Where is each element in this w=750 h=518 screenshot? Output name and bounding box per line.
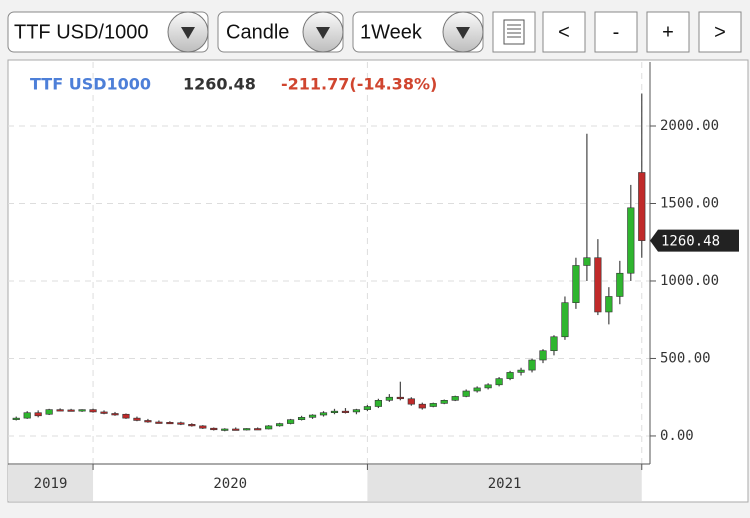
candle-body: [155, 421, 163, 424]
legend-last: 1260.48: [183, 75, 256, 94]
candle-body: [166, 422, 174, 425]
candle-body: [111, 413, 119, 416]
button-frame: [542, 11, 586, 53]
candle-body: [243, 428, 251, 431]
interval-select[interactable]: 1Week: [352, 11, 484, 53]
candle-body: [56, 409, 64, 412]
nav-button[interactable]: <: [542, 11, 586, 53]
candle-body: [374, 400, 382, 407]
x-period-label: 2020: [213, 476, 247, 492]
button-frame: [698, 11, 742, 53]
candle-body: [517, 369, 525, 373]
candle-body: [484, 384, 492, 389]
candle-body: [122, 413, 130, 419]
candle-body: [429, 403, 437, 407]
candle-body: [254, 428, 262, 431]
candle-body: [330, 410, 339, 414]
candle-body: [319, 412, 328, 416]
nav-button[interactable]: -: [594, 11, 638, 53]
candle-body: [495, 378, 503, 386]
candle-body: [363, 406, 372, 410]
button-frame: [594, 11, 638, 53]
candle-body: [45, 409, 53, 415]
candle-body: [177, 422, 185, 425]
candle-body: [594, 257, 602, 313]
legend-symbol: TTF USD1000: [30, 75, 151, 94]
period-band: [367, 465, 642, 501]
candle-body: [286, 419, 295, 424]
candle-body: [616, 272, 624, 297]
y-tick-label: 1000.00: [660, 273, 719, 289]
last-price-marker: 1260.48: [650, 229, 739, 252]
style-select[interactable]: Candle: [217, 11, 344, 53]
candle-body: [561, 302, 569, 338]
y-tick-label: 1500.00: [660, 195, 719, 211]
symbol-value: TTF USD/1000: [14, 21, 148, 43]
candle-body: [440, 400, 448, 404]
button-label: >: [714, 21, 726, 43]
y-tick-label: 0.00: [660, 428, 694, 444]
candle-body: [539, 350, 547, 361]
candle-body: [506, 372, 514, 379]
period-band: [8, 465, 94, 501]
button-label: <: [558, 21, 570, 43]
button-frame: [646, 11, 690, 53]
candle-body: [188, 424, 196, 427]
marker-box: [650, 229, 739, 252]
legend-change: -211.77(-14.38%): [281, 75, 437, 94]
button-label: -: [613, 21, 620, 43]
candle-body: [78, 409, 86, 412]
candle-body: [407, 398, 415, 405]
list-button[interactable]: [492, 11, 536, 53]
candle-body: [297, 417, 306, 420]
candle-body: [199, 425, 207, 429]
candle-body: [418, 403, 426, 409]
candle-body: [550, 336, 558, 352]
candle-body: [385, 396, 393, 401]
candle-body: [221, 428, 229, 431]
candle-body: [34, 412, 42, 417]
candle-body: [100, 411, 108, 414]
candle-body: [396, 396, 404, 400]
candle-body: [276, 423, 284, 427]
candle-body: [352, 409, 361, 413]
candle-body: [23, 412, 31, 419]
button-label: +: [662, 21, 674, 43]
interval-value: 1Week: [360, 21, 423, 43]
candle-body: [308, 414, 317, 418]
x-period-label: 2019: [34, 476, 68, 492]
candle-body: [473, 387, 481, 392]
x-period-label: 2021: [488, 476, 522, 492]
candle-body: [462, 390, 470, 397]
candle-body: [210, 427, 218, 431]
marker-label: 1260.48: [661, 234, 720, 250]
candle-body: [583, 257, 591, 266]
candle-body: [627, 207, 635, 274]
y-tick-label: 500.00: [660, 350, 711, 366]
candle-body: [638, 172, 646, 241]
nav-button[interactable]: +: [646, 11, 690, 53]
toolbar: TTF USD/1000 Candle 1Week < - + >: [7, 11, 742, 53]
style-value: Candle: [226, 21, 289, 43]
candle-body: [232, 428, 240, 431]
candle-body: [133, 417, 141, 421]
candle-body: [528, 359, 536, 371]
symbol-select[interactable]: TTF USD/1000: [7, 11, 209, 53]
candle-body: [12, 417, 20, 420]
y-tick-label: 2000.00: [660, 118, 719, 134]
candle-body: [572, 265, 580, 303]
candle-body: [265, 425, 273, 430]
candle-body: [341, 410, 350, 413]
candle-body: [605, 296, 613, 313]
candle-body: [67, 409, 75, 412]
candle-body: [451, 396, 459, 401]
candle-body: [89, 409, 97, 413]
nav-button[interactable]: >: [698, 11, 742, 53]
candle-body: [144, 420, 152, 423]
